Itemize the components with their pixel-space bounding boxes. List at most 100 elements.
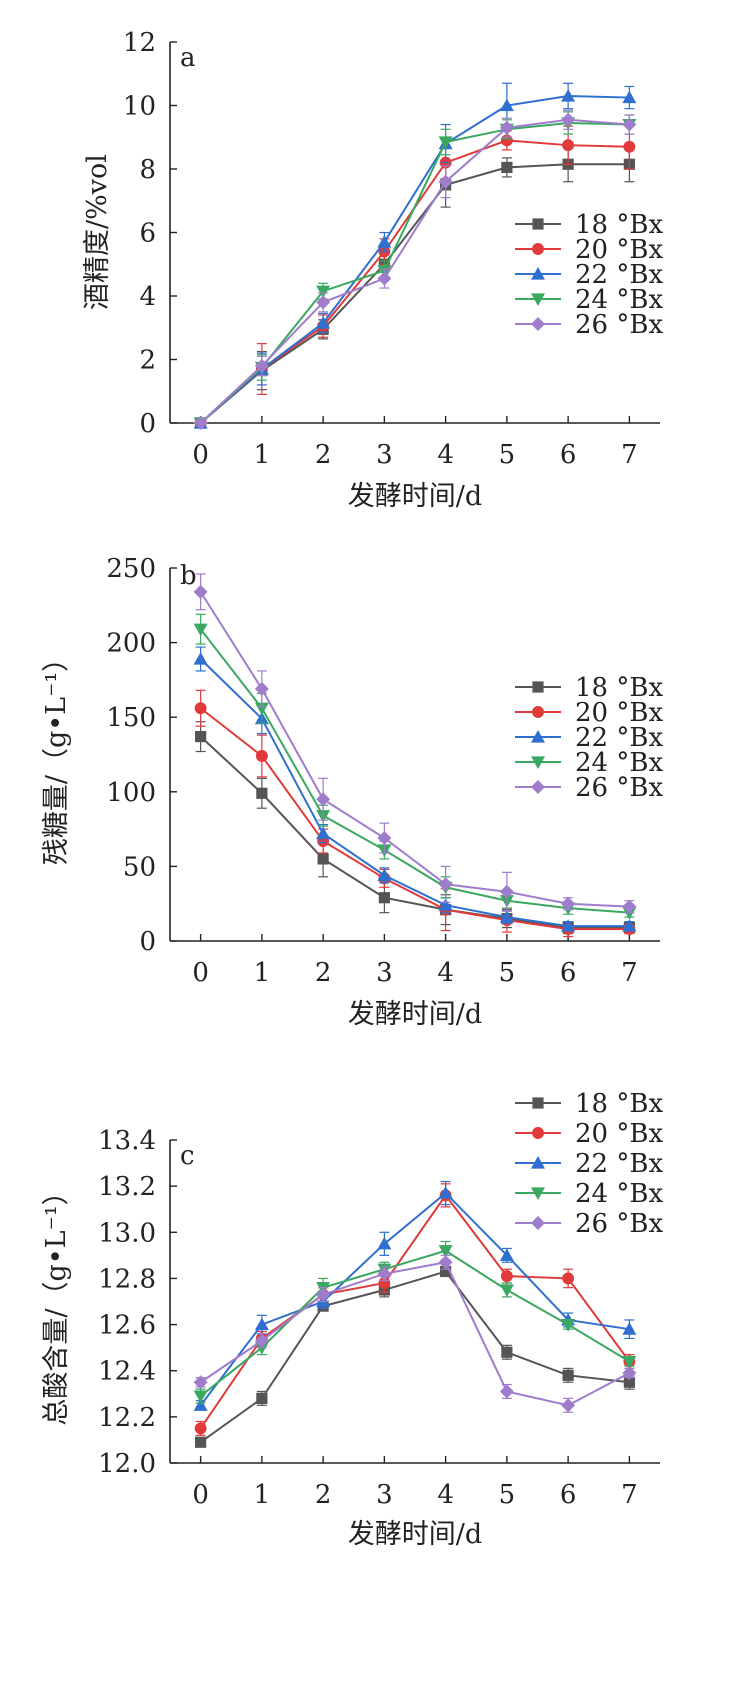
x-tick-label: 4 [437,1480,454,1510]
x-tick-label: 0 [192,1480,209,1510]
series-1 [195,146,635,429]
panel-label: b [180,561,197,591]
legend-label: 24 °Bx [575,748,663,778]
series-line [199,163,630,424]
data-point [193,584,208,599]
series-5 [193,573,637,914]
series-line [199,628,630,914]
y-tick-label: 10 [123,92,156,122]
series-3 [193,82,637,429]
data-point [499,1284,514,1297]
data-point [316,826,331,840]
data-point [499,884,514,899]
series-2 [194,123,636,429]
y-tick-label: 12.2 [98,1403,156,1433]
series-line [200,1270,630,1444]
x-axis-title: 发酵时间/d [348,481,482,512]
series-3 [193,1180,637,1411]
legend-item: 22 °Bx [515,1149,663,1179]
data-point [195,730,207,743]
data-point [193,1375,208,1390]
legend-marker [532,1127,544,1139]
x-tick-label: 4 [437,958,454,988]
data-point [378,892,390,904]
legend-label: 20 °Bx [575,1119,663,1149]
data-point [194,702,207,715]
legend-label: 24 °Bx [575,1179,663,1209]
data-point [193,416,208,430]
legend-item: 18 °Bx [515,673,663,703]
x-tick-label: 0 [192,958,209,988]
x-axis-title: 发酵时间/d [348,999,482,1030]
data-point [562,1369,574,1381]
x-tick-label: 1 [254,958,271,988]
legend-item: 20 °Bx [515,235,663,265]
legend-item: 20 °Bx [515,698,663,728]
data-point [438,174,453,189]
data-point [499,1248,514,1261]
data-point [256,787,268,799]
legend-marker [532,1097,544,1109]
data-point [377,1266,392,1281]
x-tick-label: 2 [315,1480,332,1510]
chart-b-svg: 0 50 100 150 200 250 0 1 2 3 4 5 6 7 b 发酵时间/d 残糖量/（g•L⁻¹… [41,554,663,1030]
series-line [200,1261,630,1407]
legend-item: 18 °Bx [515,210,663,240]
y-axis-title: 酒精度/%vol [82,154,113,310]
panel-label: c [180,1141,195,1171]
data-point [562,139,575,152]
series-line [199,118,630,424]
series-5 [193,109,637,430]
data-point [316,1287,331,1302]
legend-label: 22 °Bx [575,260,663,290]
x-tick-label: 1 [254,440,271,470]
legend-label: 22 °Bx [575,1149,663,1179]
series-line [199,1191,630,1406]
x-tick-label: 7 [621,440,638,470]
y-tick-label: 250 [106,554,156,584]
data-point [193,623,208,637]
y-tick-label: 200 [106,629,156,659]
data-point [622,90,637,104]
data-point [561,88,576,102]
legend-marker [532,218,544,230]
data-point [622,117,637,132]
x-tick-label: 5 [499,958,516,988]
legend-label: 26 °Bx [575,1209,663,1239]
x-tick-label: 2 [315,440,332,470]
data-point [255,750,268,762]
data-point [561,919,576,932]
data-point [254,702,269,716]
x-tick-label: 7 [621,1480,638,1510]
data-point [501,161,513,174]
legend-item: 26 °Bx [515,310,663,340]
data-point [438,898,453,911]
x-tick-label: 4 [437,440,454,470]
y-tick-label: 100 [106,778,156,808]
series-line [199,658,630,928]
legend-marker [532,243,544,255]
data-point [194,1422,207,1435]
data-point [500,1270,513,1283]
y-tick-label: 13.2 [98,1172,156,1202]
y-tick-label: 12 [123,28,156,58]
legend-item: 20 °Bx [515,1119,663,1149]
data-point [254,1342,269,1355]
data-point [561,896,576,911]
legend-marker [531,293,545,306]
x-tick-label: 6 [560,1480,577,1510]
data-point [193,1398,208,1411]
legend-item: 26 °Bx [515,1209,663,1239]
data-point [561,112,576,127]
y-tick-label: 2 [139,346,156,376]
legend-marker [531,756,545,769]
data-point [623,140,636,153]
legend-item: 18 °Bx [515,1089,663,1119]
y-tick-label: 6 [139,219,156,249]
legend-item: 22 °Bx [515,260,663,290]
x-tick-label: 5 [499,1480,516,1510]
legend-label: 20 °Bx [575,698,663,728]
series-5 [193,1254,637,1413]
data-point [499,910,514,923]
